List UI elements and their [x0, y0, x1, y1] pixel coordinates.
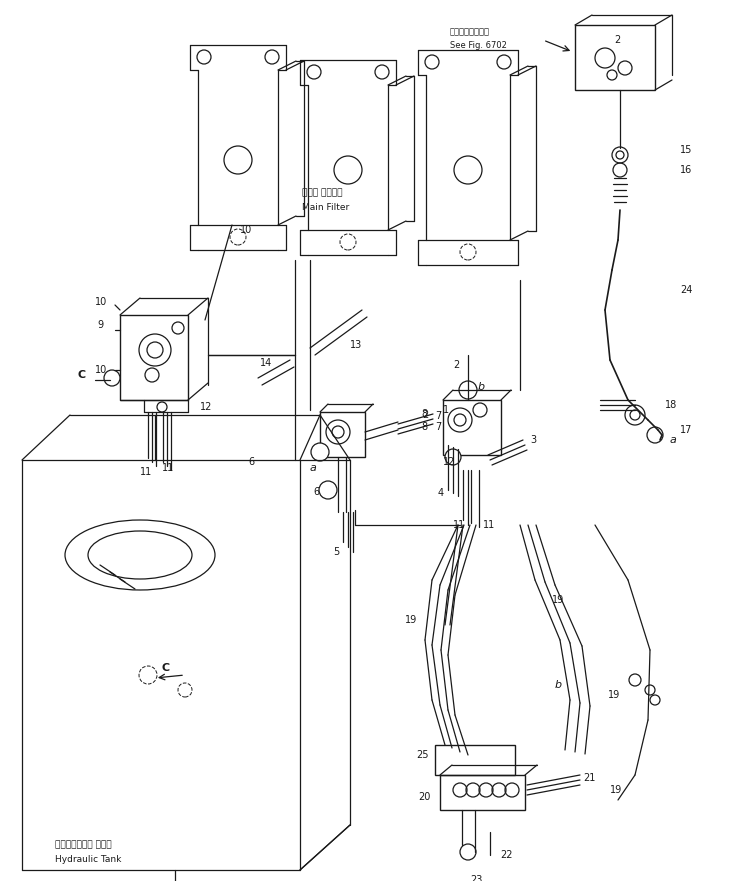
Circle shape	[104, 370, 120, 386]
Circle shape	[319, 481, 337, 499]
Text: 17: 17	[680, 425, 693, 435]
Text: 第６７０２図参照: 第６７０２図参照	[450, 27, 490, 36]
Text: 2: 2	[422, 410, 428, 420]
Text: 14: 14	[260, 358, 272, 368]
Bar	[440, 775, 525, 810]
Text: 15: 15	[680, 145, 693, 155]
Text: 7: 7	[435, 411, 442, 421]
Text: See Fig. 6702: See Fig. 6702	[450, 41, 507, 50]
Text: a: a	[670, 435, 677, 445]
Text: 10: 10	[95, 365, 107, 375]
Text: 11: 11	[453, 520, 465, 530]
Text: 5: 5	[333, 547, 339, 557]
Text: b: b	[478, 382, 485, 392]
Text: Main Filter: Main Filter	[302, 203, 350, 211]
Text: 19: 19	[608, 690, 620, 700]
Text: 13: 13	[350, 340, 362, 350]
Circle shape	[647, 427, 663, 443]
Text: 25: 25	[416, 750, 428, 760]
Bar	[320, 412, 365, 457]
Text: メイン フィルタ: メイン フィルタ	[302, 189, 342, 197]
Circle shape	[445, 449, 461, 465]
Text: 19: 19	[405, 615, 417, 625]
Text: 7: 7	[435, 422, 442, 432]
Circle shape	[612, 147, 628, 163]
Text: 18: 18	[665, 400, 677, 410]
Text: a: a	[310, 463, 317, 473]
Text: 3: 3	[530, 435, 536, 445]
Text: 12: 12	[200, 402, 213, 412]
Text: 20: 20	[418, 792, 431, 802]
Text: 6: 6	[313, 487, 319, 497]
Text: 12: 12	[443, 457, 456, 467]
Text: 19: 19	[552, 595, 565, 605]
Text: 8: 8	[421, 409, 427, 419]
Bar	[120, 315, 188, 400]
Text: 2: 2	[614, 35, 620, 45]
Text: b: b	[555, 680, 562, 690]
Text: 24: 24	[680, 285, 693, 295]
Text: 4: 4	[438, 488, 444, 498]
Text: 9: 9	[97, 320, 103, 330]
Text: ハイドロリック タンク: ハイドロリック タンク	[55, 840, 112, 849]
Text: C: C	[78, 370, 86, 380]
Text: 19: 19	[610, 785, 622, 795]
Text: 10: 10	[240, 225, 252, 235]
Text: 11: 11	[140, 467, 152, 477]
Text: 22: 22	[500, 850, 512, 860]
Bar	[443, 400, 501, 455]
Text: 8: 8	[421, 422, 427, 432]
Text: 16: 16	[680, 165, 693, 175]
Text: 1: 1	[443, 405, 449, 415]
Text: 21: 21	[583, 773, 595, 783]
Text: 6: 6	[248, 457, 254, 467]
Text: 11: 11	[162, 463, 174, 473]
Bar	[575, 25, 655, 90]
Text: 2: 2	[453, 360, 459, 370]
Circle shape	[459, 381, 477, 399]
Text: Hydraulic Tank: Hydraulic Tank	[55, 855, 121, 864]
Bar	[435, 745, 515, 775]
Text: 11: 11	[483, 520, 495, 530]
Text: C: C	[162, 663, 170, 673]
Circle shape	[311, 443, 329, 461]
Text: 10: 10	[95, 297, 107, 307]
Text: 23: 23	[470, 875, 482, 881]
